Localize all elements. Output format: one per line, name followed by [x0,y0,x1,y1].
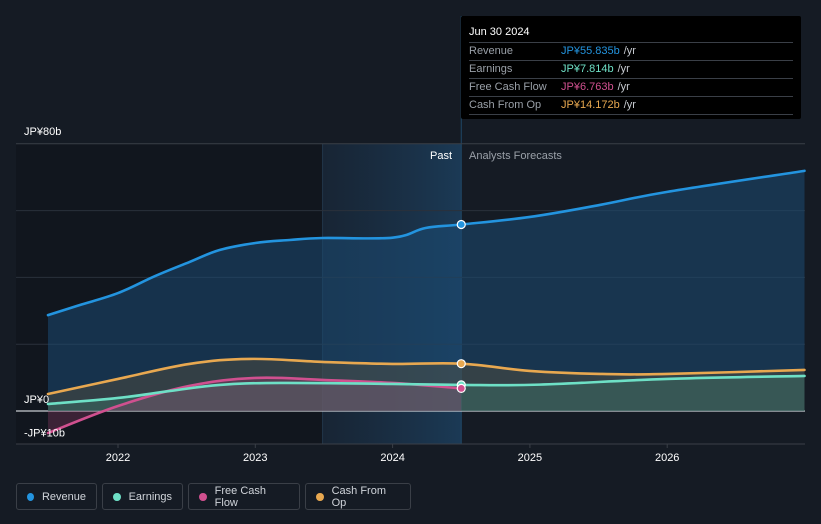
tooltip-row-earnings: Earnings JP¥7.814b /yr [469,61,793,79]
legend-item-free-cash-flow[interactable]: Free Cash Flow [188,483,300,510]
y-tick-label: JP¥0 [24,394,49,406]
past-label: Past [430,150,453,162]
earnings-dot-icon [113,492,121,501]
legend-item-earnings[interactable]: Earnings [102,483,183,510]
earnings-line [46,374,806,406]
tooltip: Jun 30 2024 Revenue JP¥55.835b /yr Earni… [461,16,801,119]
cash-from-op-marker [456,359,466,369]
y-tick-label: -JP¥10b [24,427,65,439]
legend-label: Revenue [41,490,86,503]
fcf-dot-icon [199,492,207,501]
tooltip-row-fcf: Free Cash Flow JP¥6.763b /yr [469,79,793,97]
x-tick-label: 2025 [518,452,542,464]
tooltip-value: JP¥55.835b [561,45,620,57]
cfo-dot-icon [316,492,324,501]
tooltip-unit: /yr [623,99,636,111]
tooltip-label: Revenue [469,45,514,57]
free-cash-flow-marker [456,383,466,394]
x-tick-label: 2024 [380,452,404,464]
forecast-label: Analysts Forecasts [469,150,562,162]
tooltip-value: JP¥6.763b [561,81,614,93]
legend-item-revenue[interactable]: Revenue [16,483,97,510]
tooltip-unit: /yr [617,81,630,93]
x-tick-label: 2026 [655,452,679,464]
free-cash-flow-area [47,377,462,434]
tooltip-label: Cash From Op [469,99,542,111]
tooltip-label: Earnings [469,63,513,75]
tooltip-value: JP¥14.172b [561,99,620,111]
y-tick-label: JP¥80b [24,126,61,138]
legend-label: Earnings [128,490,172,503]
legend-label: Free Cash Flow [214,484,267,509]
tooltip-label: Free Cash Flow [469,81,547,93]
tooltip-row-revenue: Revenue JP¥55.835b /yr [469,43,793,61]
revenue-line [46,169,806,317]
tooltip-row-cfo: Cash From Op JP¥14.172b /yr [469,97,793,115]
tooltip-unit: /yr [623,45,636,57]
revenue-dot-icon [27,492,34,501]
legend: Revenue Earnings Free Cash Flow Cash Fro… [16,483,411,510]
revenue-area [47,170,805,411]
x-tick-label: 2023 [243,452,267,464]
cash-from-op-line [46,357,806,396]
legend-label: Cash From Op [331,484,386,509]
x-tick-label: 2022 [106,452,130,464]
tooltip-unit: /yr [617,63,630,75]
tooltip-date: Jun 30 2024 [469,24,793,43]
tooltip-value: JP¥7.814b [561,63,614,75]
revenue-marker [456,219,466,230]
legend-item-cash-from-op[interactable]: Cash From Op [305,483,411,510]
